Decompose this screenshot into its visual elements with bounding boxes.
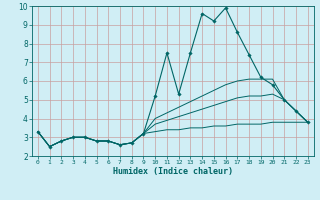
X-axis label: Humidex (Indice chaleur): Humidex (Indice chaleur) [113,167,233,176]
